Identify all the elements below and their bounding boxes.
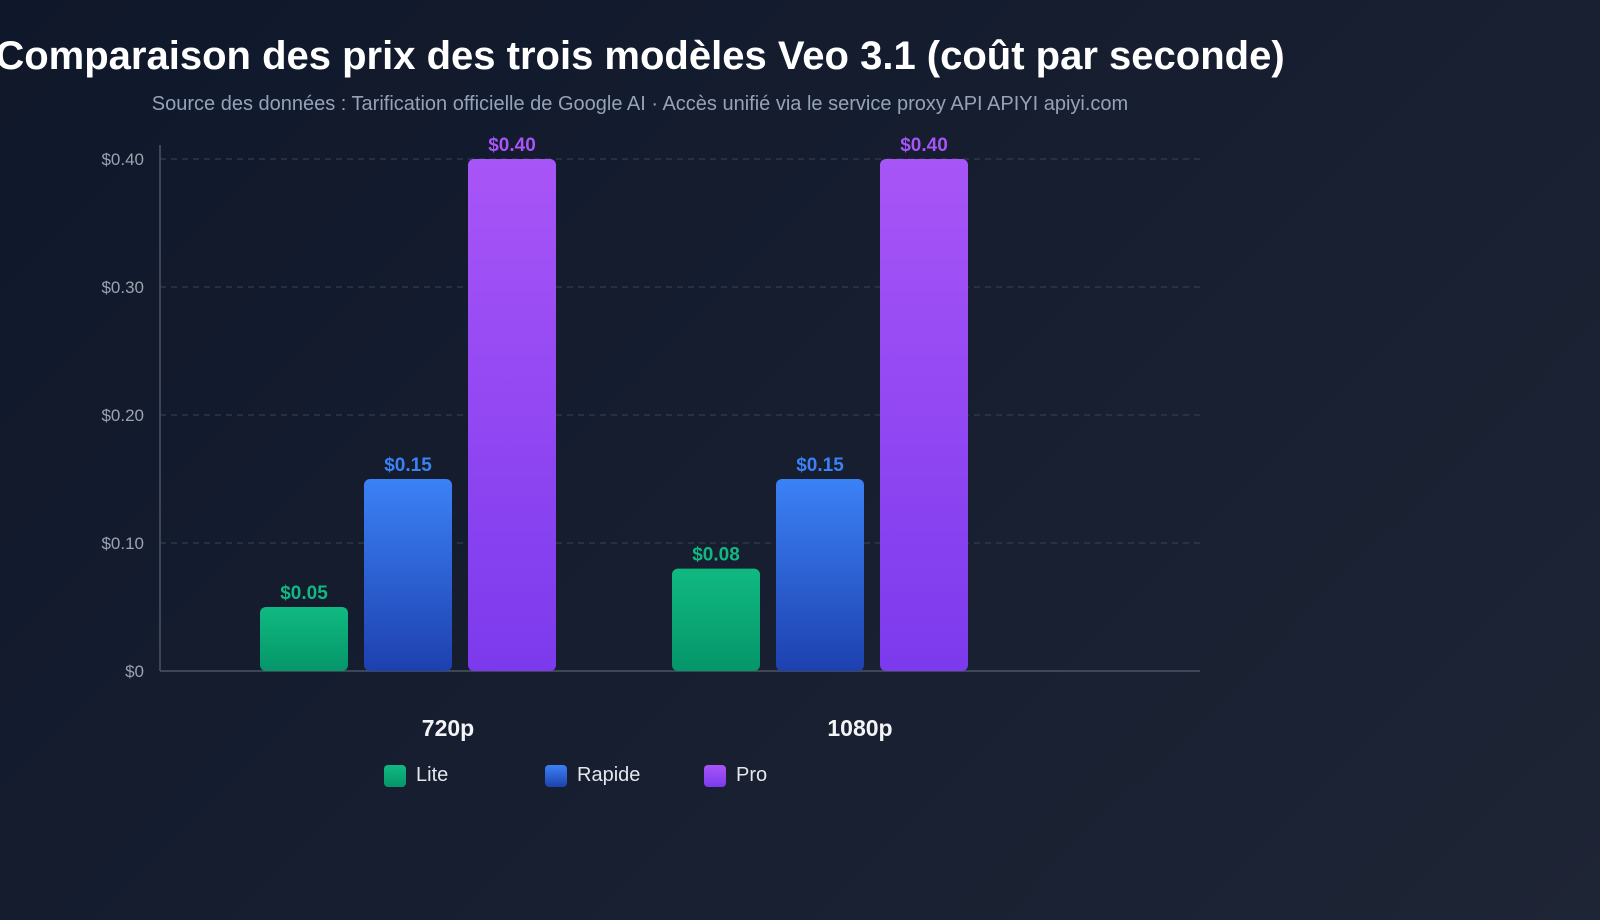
bar-rapide <box>776 479 864 671</box>
legend-label: Pro <box>736 764 768 786</box>
legend-item-pro[interactable]: Pro <box>704 764 767 787</box>
y-tick-label: $0.10 <box>101 534 144 553</box>
y-tick-label: $0.20 <box>101 406 144 425</box>
x-tick-label: 1080p <box>827 715 892 741</box>
data-label: $0.15 <box>796 455 844 476</box>
bar-pro <box>880 159 968 671</box>
legend: Lite Rapide Pro <box>0 764 1600 794</box>
legend-label: Rapide <box>577 764 641 786</box>
bar-pro <box>468 159 556 671</box>
y-tick-label: $0.40 <box>101 150 144 169</box>
y-tick-label: $0.30 <box>101 278 144 297</box>
data-label: $0.40 <box>900 135 948 156</box>
legend-label: Lite <box>416 764 449 786</box>
chart-subtitle: Source des données : Tarification offici… <box>151 93 1129 115</box>
bar-lite <box>672 568 760 671</box>
y-tick-label: $0 <box>125 662 144 681</box>
bar-lite <box>260 607 348 671</box>
legend-item-rapide[interactable]: Rapide <box>545 764 640 787</box>
data-label: $0.08 <box>692 545 740 566</box>
data-label: $0.15 <box>384 455 432 476</box>
bar-rapide <box>364 479 452 671</box>
data-label: $0.40 <box>488 135 536 156</box>
x-tick-label: 720p <box>422 715 474 741</box>
chart-title: Comparaison des prix des trois modèles V… <box>0 34 1285 78</box>
legend-swatch-lite <box>384 764 406 787</box>
legend-swatch-rapide <box>545 764 567 787</box>
legend-swatch-pro <box>704 764 726 787</box>
data-label: $0.05 <box>280 583 328 604</box>
legend-item-lite[interactable]: Lite <box>384 764 448 787</box>
